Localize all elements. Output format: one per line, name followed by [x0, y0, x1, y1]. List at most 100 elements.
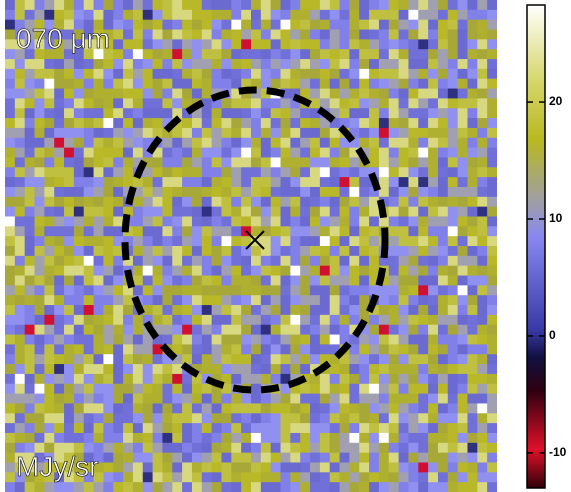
map-pixel — [113, 206, 124, 217]
map-pixel — [103, 0, 114, 11]
map-pixel — [418, 177, 429, 188]
map-pixel — [182, 29, 193, 40]
map-pixel — [378, 354, 390, 365]
map-pixel — [14, 344, 26, 355]
map-pixel — [457, 432, 468, 444]
map-pixel — [398, 88, 409, 99]
map-pixel — [211, 255, 222, 267]
map-pixel — [231, 393, 242, 404]
map-pixel — [457, 314, 468, 326]
map-pixel — [231, 206, 242, 217]
map-pixel — [300, 295, 311, 306]
map-pixel — [329, 413, 341, 424]
map-pixel — [270, 157, 282, 168]
map-pixel — [428, 157, 439, 168]
map-pixel — [64, 314, 75, 326]
map-pixel — [310, 157, 321, 168]
map-pixel — [319, 226, 331, 237]
map-pixel — [34, 49, 45, 60]
map-pixel — [93, 147, 104, 158]
map-pixel — [447, 285, 459, 296]
map-pixel — [201, 442, 213, 454]
map-pixel — [487, 482, 497, 492]
map-pixel — [162, 314, 173, 326]
map-pixel — [487, 127, 497, 139]
map-pixel — [142, 383, 154, 395]
map-pixel — [221, 157, 232, 168]
map-pixel — [398, 305, 409, 316]
map-pixel — [359, 98, 370, 109]
map-pixel — [398, 383, 409, 395]
map-pixel — [290, 9, 301, 21]
map-pixel — [201, 403, 213, 414]
map-pixel — [467, 364, 478, 375]
map-pixel — [339, 334, 350, 345]
map-pixel — [487, 78, 497, 90]
map-pixel — [487, 265, 497, 277]
map-pixel — [123, 413, 134, 424]
map-pixel — [182, 68, 193, 80]
map-pixel — [34, 265, 45, 277]
map-pixel — [487, 462, 497, 473]
map-pixel — [142, 285, 154, 296]
map-pixel — [251, 147, 262, 158]
map-pixel — [221, 177, 232, 188]
map-pixel — [5, 88, 16, 99]
map-pixel — [132, 137, 144, 149]
map-pixel — [349, 39, 360, 50]
map-pixel — [142, 305, 154, 316]
map-pixel — [369, 49, 380, 60]
map-pixel — [467, 354, 478, 365]
map-pixel — [477, 98, 488, 109]
map-pixel — [142, 344, 154, 355]
map-pixel — [44, 118, 55, 129]
map-pixel — [428, 295, 439, 306]
map-pixel — [319, 19, 331, 31]
map-pixel — [24, 206, 36, 217]
map-pixel — [64, 305, 75, 316]
map-pixel — [329, 88, 341, 99]
map-pixel — [54, 98, 65, 109]
map-pixel — [310, 59, 321, 70]
map-pixel — [359, 314, 370, 326]
map-pixel — [93, 137, 104, 149]
map-pixel — [487, 403, 497, 414]
map-pixel — [280, 88, 291, 99]
map-pixel — [73, 432, 85, 444]
map-pixel — [447, 334, 459, 345]
map-pixel — [113, 403, 124, 414]
map-pixel — [152, 98, 163, 109]
map-pixel — [5, 246, 16, 257]
colorbar — [526, 4, 546, 489]
map-pixel — [487, 59, 497, 70]
map-pixel — [34, 186, 45, 198]
map-pixel — [428, 305, 439, 316]
map-pixel — [231, 482, 242, 492]
map-pixel — [339, 167, 350, 178]
map-pixel — [172, 206, 183, 217]
map-pixel — [123, 324, 134, 336]
map-pixel — [211, 236, 222, 247]
map-pixel — [142, 354, 154, 365]
map-pixel — [260, 285, 272, 296]
map-pixel — [83, 383, 95, 395]
map-pixel — [172, 157, 183, 168]
map-pixel — [44, 49, 55, 60]
map-pixel — [428, 472, 439, 483]
map-pixel — [339, 472, 350, 483]
map-pixel — [83, 118, 95, 129]
map-pixel — [300, 29, 311, 40]
map-pixel — [14, 59, 26, 70]
map-pixel — [467, 442, 478, 454]
map-pixel — [221, 413, 232, 424]
map-pixel — [408, 167, 419, 178]
map-pixel — [251, 186, 262, 198]
map-pixel — [447, 177, 459, 188]
map-pixel — [329, 226, 341, 237]
map-pixel — [457, 157, 468, 168]
map-pixel — [310, 462, 321, 473]
map-pixel — [369, 78, 380, 90]
map-pixel — [14, 186, 26, 198]
map-pixel — [142, 423, 154, 434]
map-pixel — [487, 186, 497, 198]
